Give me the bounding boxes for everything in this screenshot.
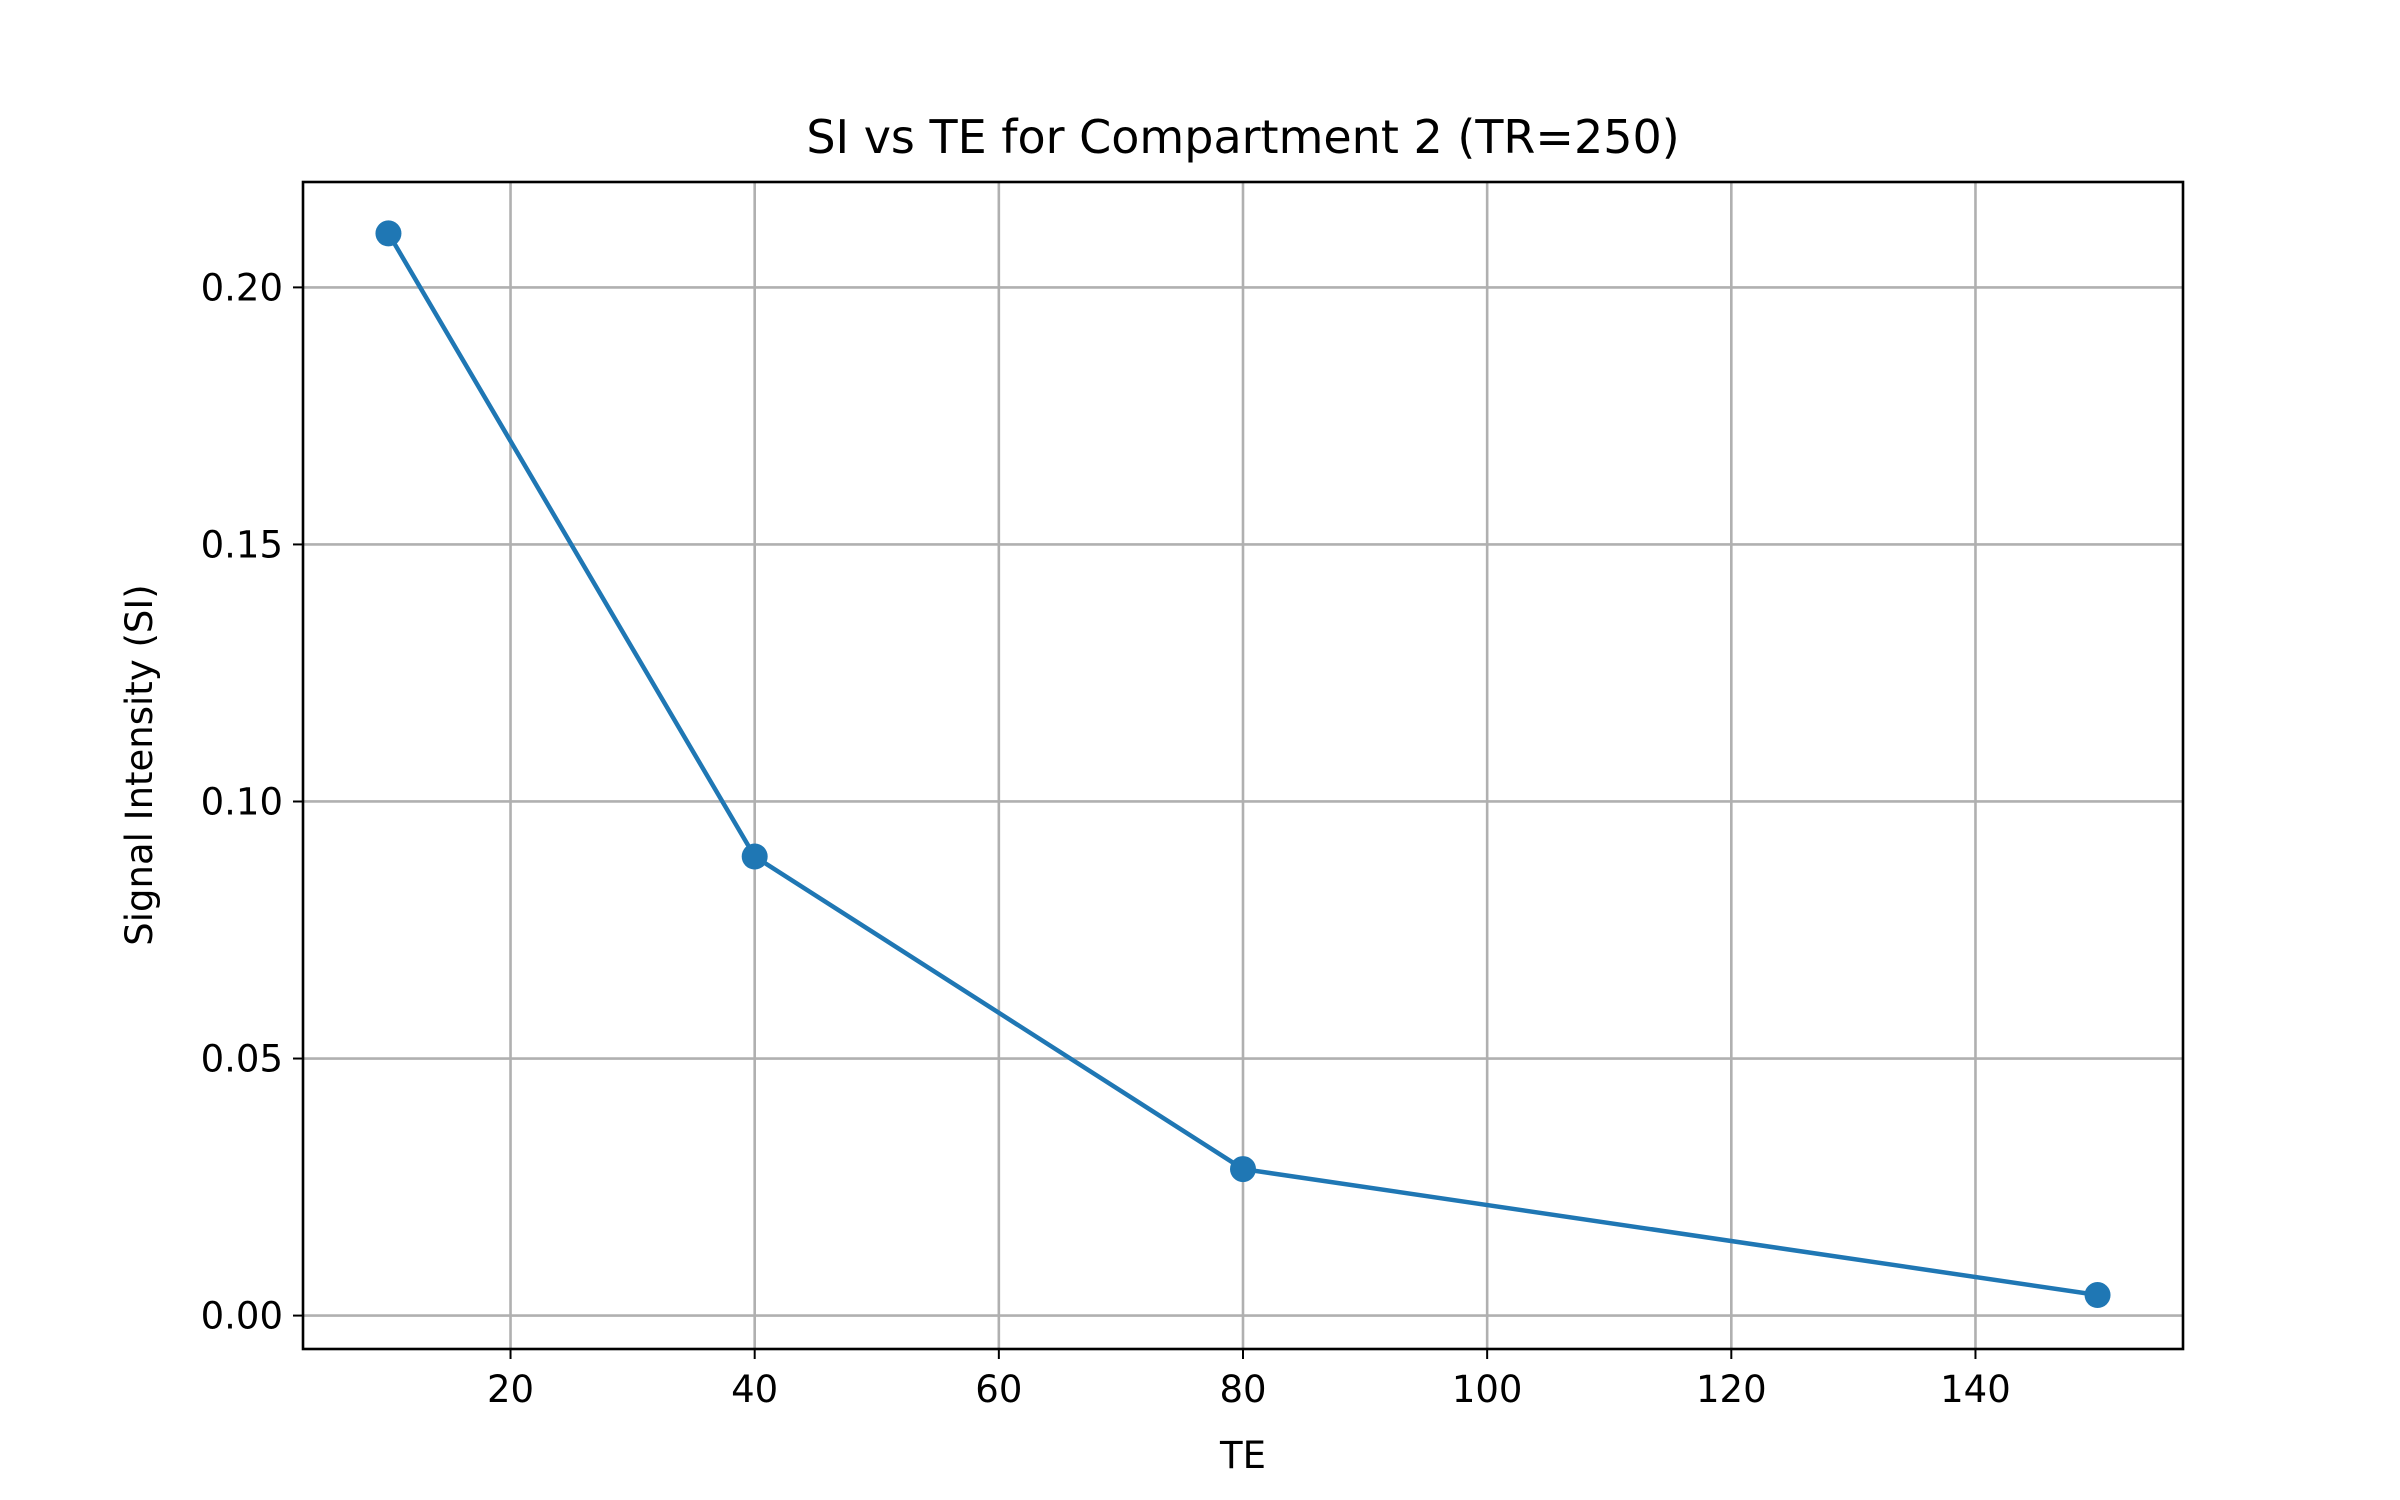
data-point — [375, 220, 402, 247]
x-axis: 20 40 60 80 100 120 140 — [487, 1349, 2011, 1411]
y-tick-label: 0.20 — [201, 266, 283, 309]
x-tick-label: 80 — [1219, 1368, 1266, 1411]
x-tick-label: 140 — [1940, 1368, 2011, 1411]
grid — [303, 182, 2183, 1349]
y-tick-label: 0.15 — [201, 523, 283, 566]
x-tick-label: 60 — [975, 1368, 1022, 1411]
y-tick-label: 0.05 — [201, 1038, 283, 1081]
y-tick-label: 0.10 — [201, 780, 283, 823]
data-point — [2084, 1282, 2111, 1309]
y-tick-label: 0.00 — [201, 1295, 283, 1338]
y-axis: 0.00 0.05 0.10 0.15 0.20 — [201, 266, 303, 1338]
x-axis-label: TE — [1219, 1434, 1266, 1477]
data-point — [1230, 1156, 1256, 1183]
x-tick-label: 40 — [731, 1368, 778, 1411]
x-tick-label: 100 — [1452, 1368, 1523, 1411]
series-line — [386, 231, 2100, 1298]
y-axis-label: Signal Intensity (SI) — [118, 584, 161, 946]
x-tick-label: 120 — [1696, 1368, 1767, 1411]
chart-title: SI vs TE for Compartment 2 (TR=250) — [806, 110, 1679, 164]
data-point — [741, 843, 768, 870]
series-layer — [375, 220, 2111, 1309]
x-tick-label: 20 — [487, 1368, 534, 1411]
